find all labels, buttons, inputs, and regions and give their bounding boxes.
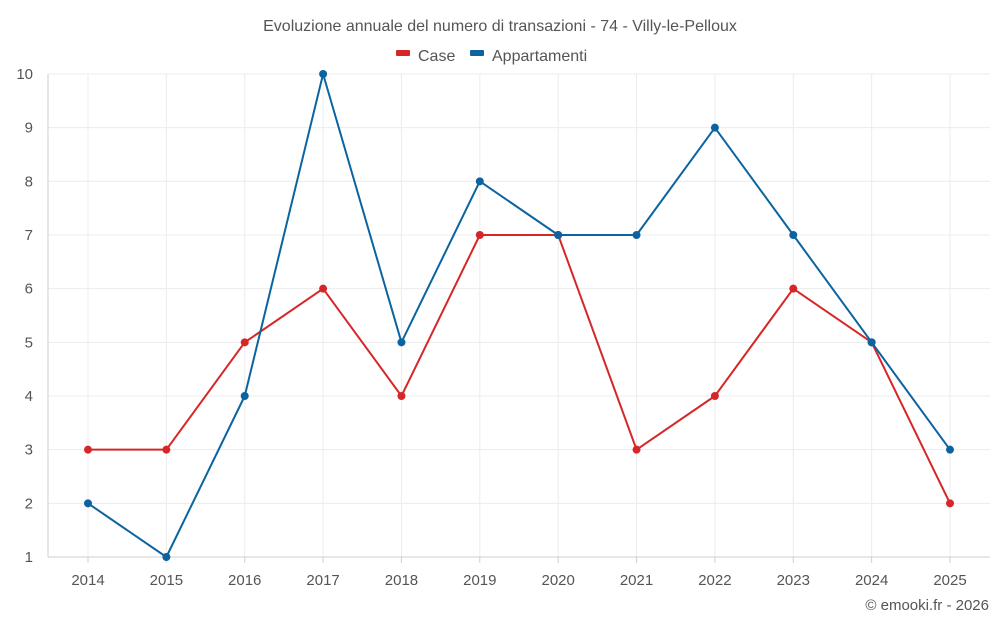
- data-point-appartamenti[interactable]: [867, 338, 876, 347]
- data-point-case[interactable]: [632, 445, 641, 454]
- x-tick-label: 2020: [541, 572, 574, 589]
- series-case: [84, 231, 954, 508]
- series-layer: [84, 70, 954, 561]
- legend: Case Appartamenti: [396, 48, 587, 65]
- x-tick-label: 2019: [463, 572, 496, 589]
- data-point-appartamenti[interactable]: [319, 70, 328, 78]
- data-point-appartamenti[interactable]: [162, 553, 171, 561]
- x-tick-label: 2017: [306, 572, 339, 589]
- y-tick-label: 6: [25, 281, 33, 298]
- y-tick-label: 9: [25, 120, 33, 137]
- x-tick-label: 2016: [228, 572, 261, 589]
- series-line-case: [88, 234, 951, 504]
- data-point-appartamenti[interactable]: [710, 123, 719, 132]
- y-tick-label: 1: [25, 549, 33, 566]
- data-point-case[interactable]: [710, 392, 719, 400]
- data-point-appartamenti[interactable]: [946, 445, 954, 454]
- data-point-case[interactable]: [240, 338, 249, 347]
- x-tick-label: 2021: [620, 572, 653, 589]
- data-point-appartamenti[interactable]: [632, 231, 641, 239]
- y-tick-label: 8: [25, 173, 33, 190]
- y-tick-label: 3: [25, 442, 33, 459]
- y-tick-label: 4: [25, 388, 33, 405]
- x-tick-label: 2014: [71, 572, 104, 589]
- y-tick-label: 10: [16, 66, 33, 83]
- data-point-case[interactable]: [397, 392, 406, 400]
- legend-swatch-appartamenti: [470, 50, 484, 56]
- data-point-appartamenti[interactable]: [397, 338, 406, 347]
- data-point-appartamenti[interactable]: [554, 231, 563, 239]
- credit-text: © emooki.fr - 2026: [865, 597, 989, 614]
- data-point-appartamenti[interactable]: [475, 177, 484, 186]
- data-point-appartamenti[interactable]: [789, 231, 798, 239]
- data-point-appartamenti[interactable]: [84, 499, 92, 508]
- series-appartamenti: [84, 70, 954, 561]
- y-tick-label: 2: [25, 495, 33, 512]
- series-line-appartamenti: [87, 73, 951, 558]
- x-tick-label: 2024: [855, 572, 888, 589]
- x-tick-label: 2018: [385, 572, 418, 589]
- chart-title: Evoluzione annuale del numero di transaz…: [263, 18, 737, 35]
- y-tick-label: 7: [25, 227, 33, 244]
- data-point-case[interactable]: [789, 284, 798, 293]
- data-point-appartamenti[interactable]: [240, 392, 249, 400]
- data-point-case[interactable]: [475, 231, 484, 239]
- legend-label-case: Case: [418, 48, 455, 65]
- x-tick-label: 2025: [933, 572, 966, 589]
- x-tick-label: 2023: [777, 572, 810, 589]
- x-tick-label: 2022: [698, 572, 731, 589]
- legend-label-appartamenti: Appartamenti: [492, 48, 587, 65]
- x-tick-label: 2015: [150, 572, 183, 589]
- data-point-case[interactable]: [946, 499, 954, 508]
- axes: 1 2 3 4 5 6 7 8 9 10 2014 2015 2016 2017 2018 2019 2020 2…: [16, 66, 990, 589]
- legend-swatch-case: [396, 50, 410, 56]
- y-tick-label: 5: [25, 334, 33, 351]
- grid: [48, 73, 990, 557]
- data-point-case[interactable]: [84, 445, 92, 454]
- data-point-case[interactable]: [319, 284, 328, 293]
- data-point-case[interactable]: [162, 445, 171, 454]
